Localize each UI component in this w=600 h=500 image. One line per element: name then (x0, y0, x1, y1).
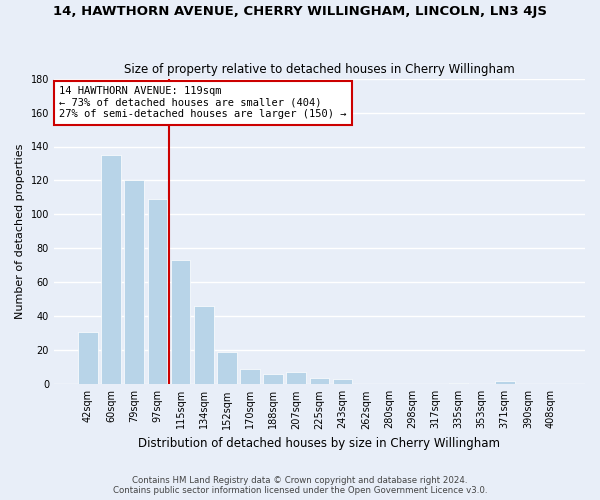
Bar (240, 369, 260, 384)
Text: 14, HAWTHORN AVENUE, CHERRY WILLINGHAM, LINCOLN, LN3 4JS: 14, HAWTHORN AVENUE, CHERRY WILLINGHAM, … (53, 5, 547, 18)
Bar (78, 332, 98, 384)
Bar (310, 378, 329, 384)
X-axis label: Distribution of detached houses by size in Cherry Willingham: Distribution of detached houses by size … (139, 437, 500, 450)
Bar (194, 306, 214, 384)
Y-axis label: Number of detached properties: Number of detached properties (15, 144, 25, 319)
Title: Size of property relative to detached houses in Cherry Willingham: Size of property relative to detached ho… (124, 63, 515, 76)
Bar (495, 381, 515, 384)
Bar (449, 382, 468, 384)
Bar (124, 180, 144, 384)
Bar (263, 374, 283, 384)
Text: 14 HAWTHORN AVENUE: 119sqm
← 73% of detached houses are smaller (404)
27% of sem: 14 HAWTHORN AVENUE: 119sqm ← 73% of deta… (59, 86, 347, 120)
Bar (101, 155, 121, 384)
Bar (148, 199, 167, 384)
Bar (286, 372, 306, 384)
Bar (333, 379, 352, 384)
Bar (170, 260, 190, 384)
Bar (217, 352, 236, 384)
Text: Contains HM Land Registry data © Crown copyright and database right 2024.
Contai: Contains HM Land Registry data © Crown c… (113, 476, 487, 495)
